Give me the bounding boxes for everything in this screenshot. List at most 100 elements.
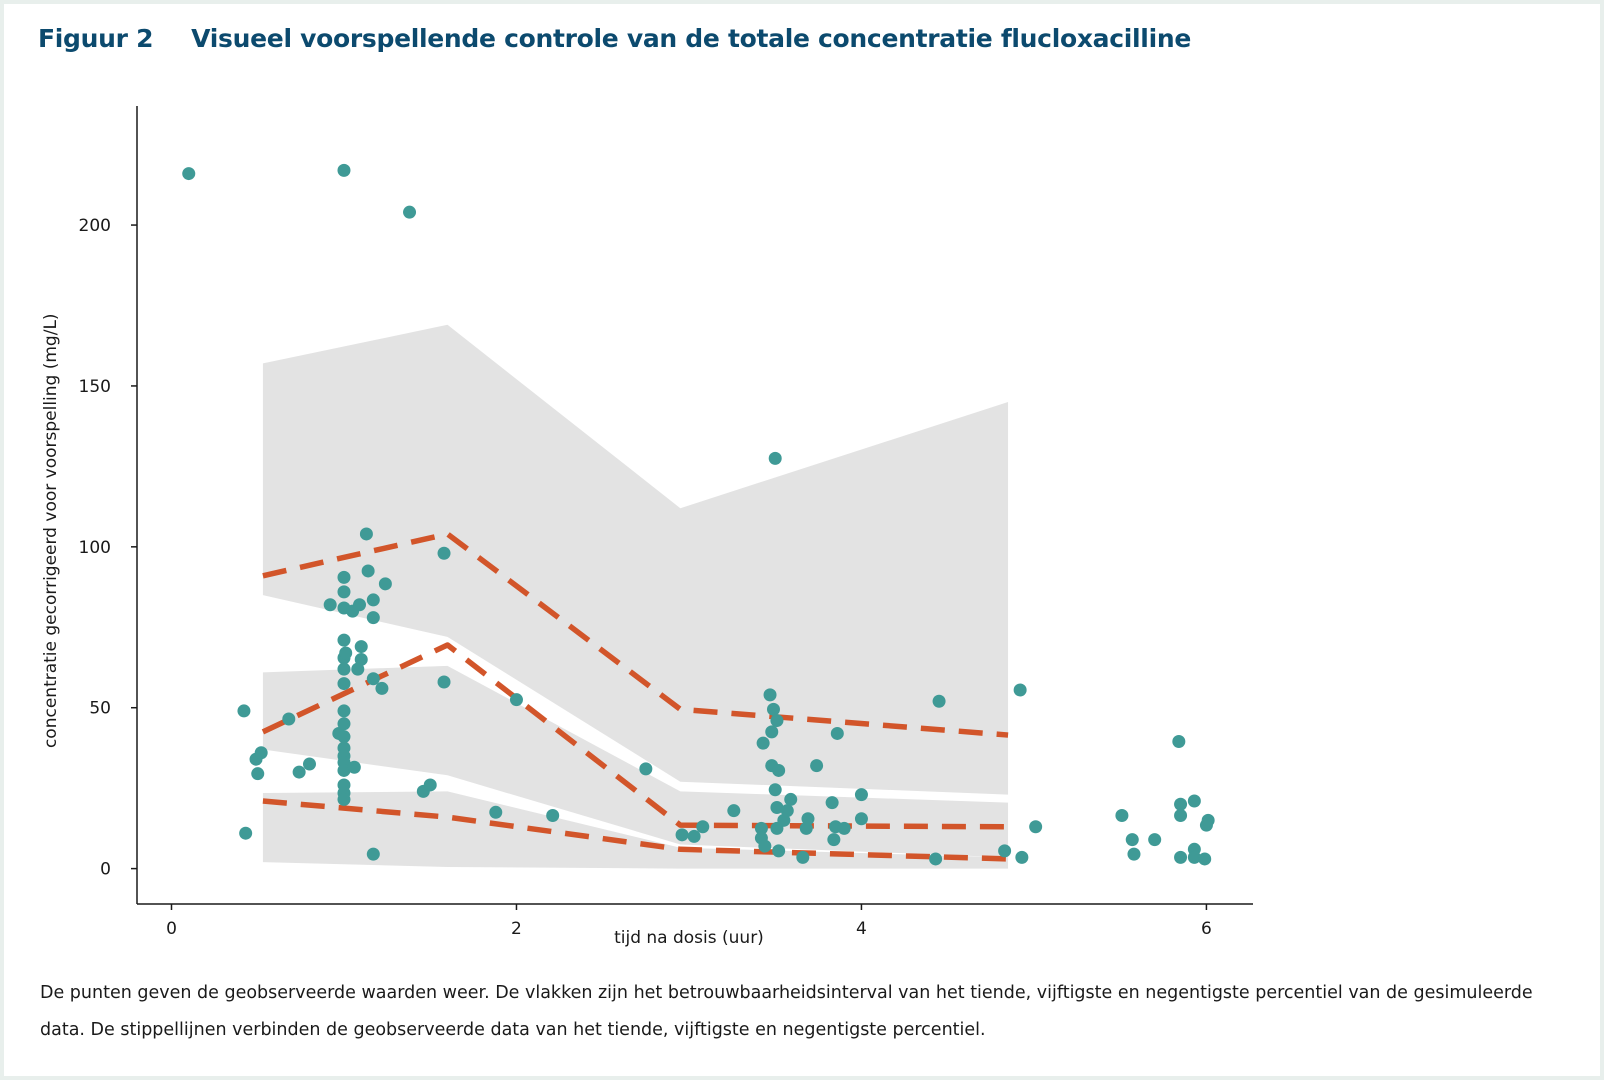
data-point [239, 826, 253, 840]
data-point [784, 792, 798, 806]
data-point [354, 640, 368, 654]
data-point [830, 726, 844, 740]
x-ticks: 0 2 4 6 [166, 904, 1212, 939]
data-point [292, 765, 306, 779]
data-point [827, 833, 841, 847]
data-point [182, 167, 196, 181]
data-point [1174, 797, 1188, 811]
data-point [337, 704, 351, 718]
data-point [282, 712, 296, 726]
data-point [837, 821, 851, 835]
data-point [337, 163, 351, 177]
data-point [353, 598, 367, 612]
data-point [770, 800, 784, 814]
data-point [366, 847, 380, 861]
data-point [339, 646, 353, 660]
x-tick-label: 4 [856, 919, 867, 939]
data-point [254, 746, 268, 760]
data-point [366, 672, 380, 686]
data-point [302, 757, 316, 771]
figure-title: Visueel voorspellende controle van de to… [191, 24, 1191, 53]
data-point [998, 844, 1012, 858]
percentile-line-p90 [262, 531, 1009, 738]
data-point [1127, 847, 1141, 861]
data-point [437, 546, 451, 560]
data-point [251, 767, 265, 781]
data-point [359, 527, 373, 541]
data-point [1015, 850, 1029, 864]
data-point [403, 205, 417, 219]
x-tick-label: 0 [166, 919, 177, 939]
data-point [337, 633, 351, 647]
data-point [754, 821, 768, 835]
data-point [509, 693, 523, 707]
data-point [675, 828, 689, 842]
observed-points [182, 163, 1215, 866]
ci-band-p90 [262, 324, 1009, 795]
data-point [337, 763, 351, 777]
scatter-chart: 0 50 100 150 200 0 2 4 6 tijd na dosis (uur) co… [41, 106, 1253, 948]
data-point [237, 704, 251, 718]
data-point [770, 714, 784, 728]
data-point [366, 593, 380, 607]
data-point [1187, 794, 1201, 808]
figure-heading: Figuur 2 Visueel voorspellende controle v… [38, 24, 1191, 53]
y-tick-label: 100 [79, 538, 111, 558]
data-point [337, 730, 351, 744]
data-point [337, 792, 351, 806]
data-point [932, 694, 946, 708]
data-point [799, 821, 813, 835]
data-point [337, 585, 351, 599]
data-point [801, 812, 815, 826]
data-point [758, 839, 772, 853]
data-point [1115, 809, 1129, 823]
data-point [756, 736, 770, 750]
data-point [768, 451, 782, 465]
data-point [378, 577, 392, 591]
data-point [687, 829, 701, 843]
data-point [768, 783, 782, 797]
x-tick-label: 2 [511, 919, 522, 939]
y-tick-label: 200 [79, 216, 111, 236]
x-tick-label: 6 [1201, 919, 1212, 939]
data-point [1013, 683, 1027, 697]
data-point [423, 778, 437, 792]
y-axis-title: concentratie gecorrigeerd voor voorspell… [41, 313, 61, 748]
percentile-line-p10 [262, 798, 1009, 862]
data-point [337, 662, 351, 676]
x-axis-title: tijd na dosis (uur) [614, 928, 764, 948]
data-point [489, 805, 503, 819]
data-point [1172, 735, 1186, 749]
data-point [780, 804, 794, 818]
data-point [337, 717, 351, 731]
data-point [796, 850, 810, 864]
data-point [763, 688, 777, 702]
data-point [1201, 813, 1215, 827]
data-point [639, 762, 653, 776]
ci-bands [262, 324, 1009, 869]
data-point [825, 796, 839, 810]
data-point [351, 662, 365, 676]
data-point [1148, 833, 1162, 847]
data-point [1198, 852, 1212, 866]
data-point [1029, 820, 1043, 834]
data-point [696, 820, 710, 834]
y-tick-label: 150 [79, 377, 111, 397]
y-ticks: 0 50 100 150 200 [79, 216, 137, 880]
axes [136, 106, 1253, 905]
data-point [1174, 850, 1188, 864]
data-point [323, 598, 337, 612]
data-point [765, 725, 779, 739]
data-point [437, 675, 451, 689]
data-point [727, 804, 741, 818]
data-point [810, 759, 824, 773]
data-point [772, 844, 786, 858]
data-point [337, 570, 351, 584]
data-point [337, 677, 351, 691]
ci-band-p50 [262, 665, 1009, 858]
figure-caption: De punten geven de geobserveerde waarden… [40, 983, 1533, 1040]
data-point [766, 702, 780, 716]
y-tick-label: 50 [89, 699, 111, 719]
data-point [1174, 809, 1188, 823]
y-tick-label: 0 [100, 860, 111, 880]
